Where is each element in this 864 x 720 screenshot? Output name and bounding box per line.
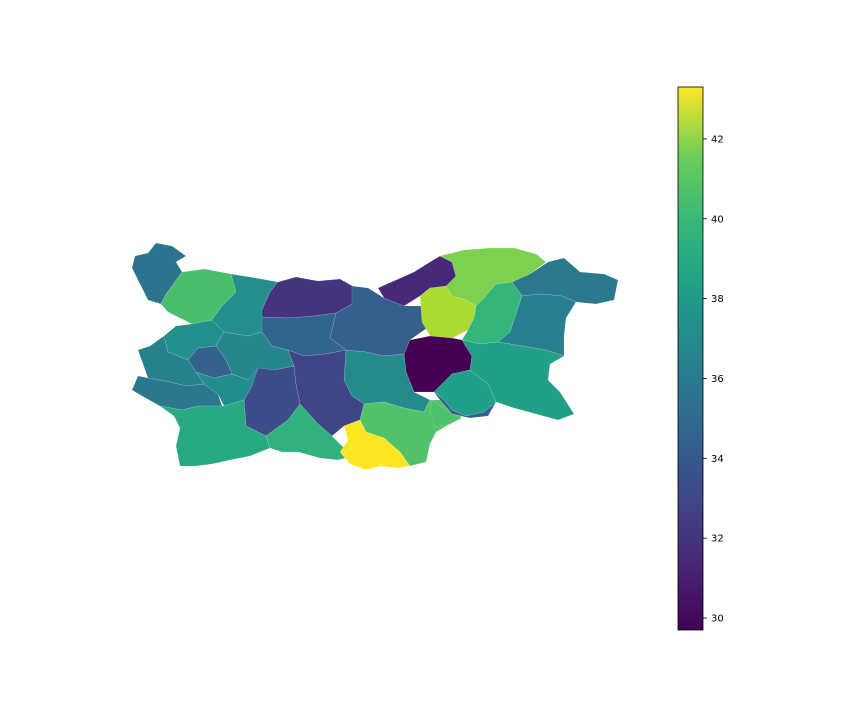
colorbar-tick-label: 34 [711,454,724,465]
colorbar-tick-label: 36 [711,374,724,385]
colorbar-tick-label: 40 [711,214,724,225]
colorbar: 30 32 34 36 38 40 42 [677,86,724,631]
region-r26 [159,399,271,467]
region-layer [131,242,619,471]
colorbar-ticks: 30 32 34 36 38 40 42 [703,134,724,625]
colorbar-tick-label: 42 [711,134,724,145]
colorbar-tick-label: 32 [711,534,724,545]
colorbar-tick-label: 30 [711,614,724,625]
colorbar-gradient [677,86,704,631]
region-r01 [131,242,187,305]
region-r30 [339,419,411,471]
region-r29 [429,399,463,429]
colorbar-tick-label: 38 [711,294,724,305]
